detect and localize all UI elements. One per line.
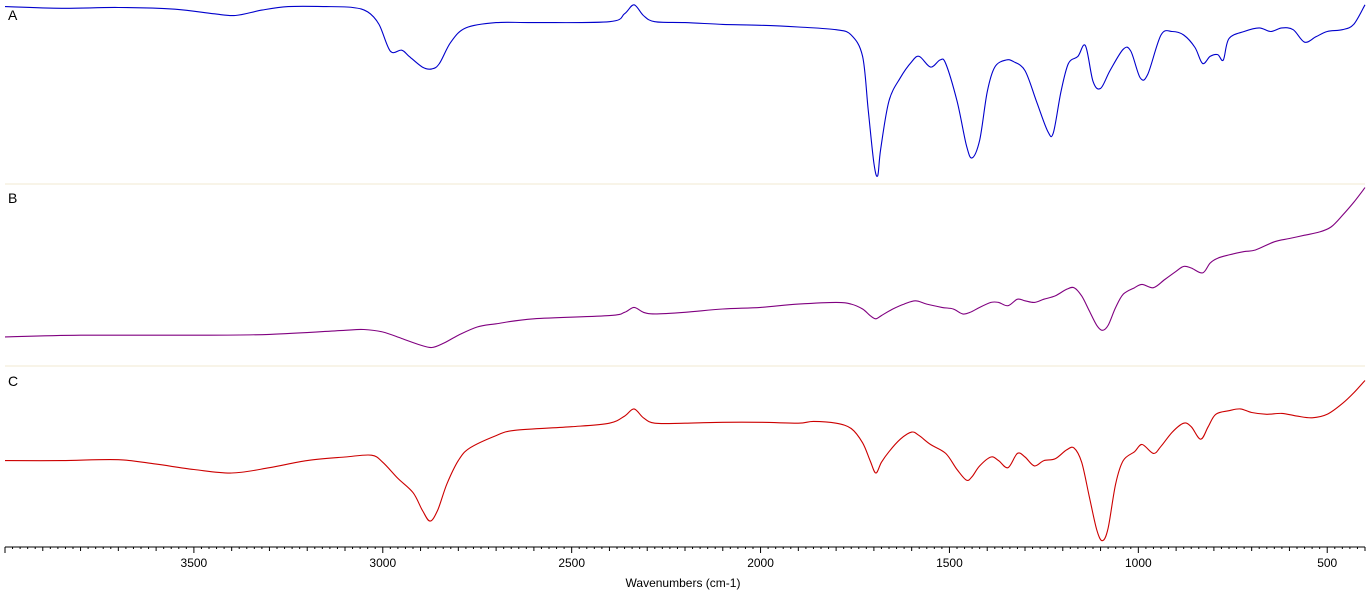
x-axis-major-ticks: 3500 3000 2500 2000 1500 1000 500 bbox=[4, 547, 1366, 570]
panel-label-a: A bbox=[8, 7, 18, 23]
spectrum-b: B bbox=[4, 187, 1366, 349]
spectrum-a: A bbox=[4, 4, 1366, 177]
spectrum-c-line bbox=[4, 380, 1366, 542]
x-tick-label: 1500 bbox=[936, 556, 963, 570]
x-axis-title: Wavenumbers (cm-1) bbox=[626, 576, 741, 590]
spectrum-c: C bbox=[4, 373, 1366, 542]
x-axis: 3500 3000 2500 2000 1500 1000 500 Wavenumbers … bbox=[4, 546, 1366, 590]
x-tick-label: 2500 bbox=[558, 556, 585, 570]
x-tick-label: 3500 bbox=[181, 556, 208, 570]
x-tick-label: 1000 bbox=[1125, 556, 1152, 570]
x-axis-minor-ticks bbox=[12, 547, 1358, 549]
x-tick-label: 2000 bbox=[747, 556, 774, 570]
panel-label-b: B bbox=[8, 190, 17, 206]
panel-separators bbox=[5, 183, 1365, 367]
spectrum-b-line bbox=[4, 187, 1366, 349]
x-tick-label: 500 bbox=[1317, 556, 1337, 570]
x-tick-label: 3000 bbox=[369, 556, 396, 570]
panel-label-c: C bbox=[8, 373, 18, 389]
spectrum-a-line bbox=[4, 4, 1366, 177]
